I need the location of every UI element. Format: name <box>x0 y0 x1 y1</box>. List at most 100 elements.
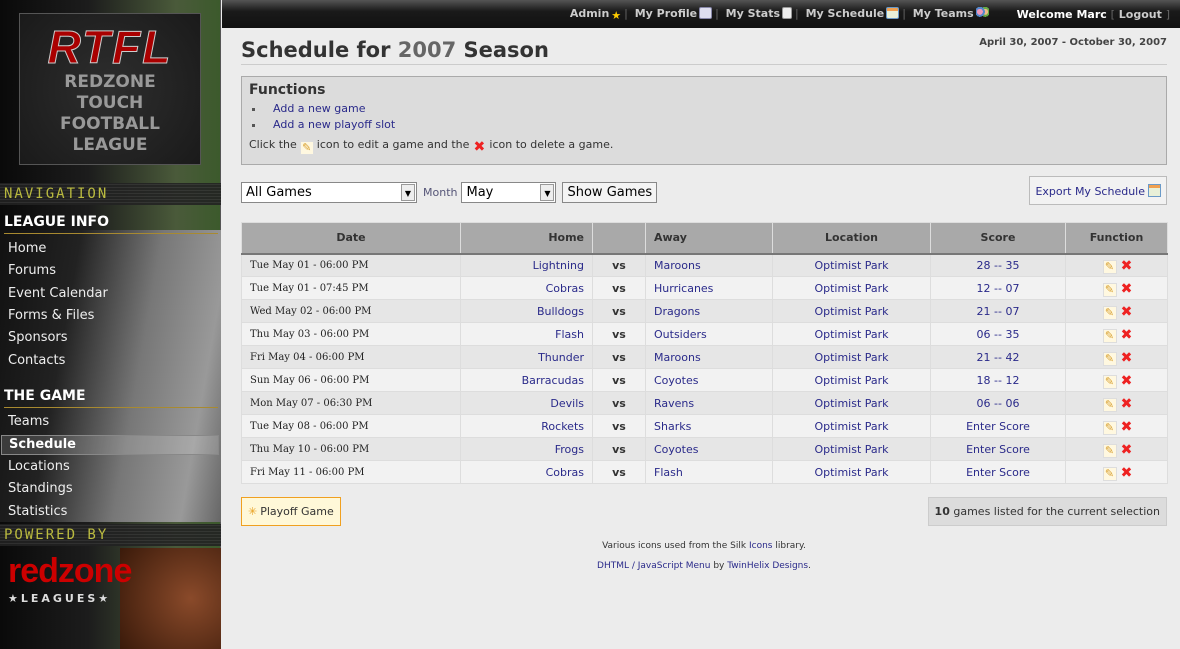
edit-game-icon[interactable]: ✎ <box>1102 282 1117 297</box>
location-link[interactable]: Optimist Park <box>814 327 889 341</box>
game-date: Tue May 08 - 06:00 PM <box>241 414 461 438</box>
sidebar-item-contacts[interactable]: Contacts <box>8 353 66 368</box>
away-team-link[interactable]: Dragons <box>654 304 701 318</box>
my-teams-link[interactable]: My Teams <box>912 7 974 20</box>
export-schedule-button[interactable]: Export My Schedule <box>1029 176 1167 205</box>
score-link[interactable]: Enter Score <box>966 442 1030 456</box>
sidebar-item-teams[interactable]: Teams <box>8 414 50 429</box>
score-link[interactable]: 21 -- 07 <box>976 304 1020 318</box>
home-team-link[interactable]: Bulldogs <box>536 304 584 318</box>
edit-game-icon[interactable]: ✎ <box>1102 466 1117 481</box>
bracket: ] <box>1165 7 1170 21</box>
home-team-link[interactable]: Thunder <box>538 350 584 364</box>
location-link[interactable]: Optimist Park <box>814 281 889 295</box>
score-link[interactable]: Enter Score <box>966 465 1030 479</box>
sidebar-item-sponsors[interactable]: Sponsors <box>8 330 68 345</box>
add-game-link[interactable]: Add a new game <box>273 102 366 115</box>
edit-game-icon[interactable]: ✎ <box>1102 328 1117 343</box>
delete-game-icon[interactable]: ✖ <box>1120 395 1133 412</box>
home-team-link[interactable]: Flash <box>555 327 584 341</box>
playoff-game-button[interactable]: ✳ Playoff Game <box>241 497 341 526</box>
away-team-link[interactable]: Maroons <box>654 258 701 272</box>
score-link[interactable]: 06 -- 35 <box>976 327 1020 341</box>
away-team-link[interactable]: Maroons <box>654 350 701 364</box>
table-row: Fri May 11 - 06:00 PM Cobras vs Flash Optimi… <box>241 460 1168 484</box>
dhtml-menu-link[interactable]: DHTML / JavaScript Menu <box>597 561 711 571</box>
location-link[interactable]: Optimist Park <box>814 442 889 456</box>
location-link[interactable]: Optimist Park <box>814 304 889 318</box>
delete-game-icon[interactable]: ✖ <box>1120 326 1133 343</box>
delete-game-icon[interactable]: ✖ <box>1120 464 1133 481</box>
location-link[interactable]: Optimist Park <box>814 396 889 410</box>
delete-game-icon[interactable]: ✖ <box>1120 418 1133 435</box>
score-link[interactable]: 18 -- 12 <box>976 373 1020 387</box>
my-stats-link[interactable]: My Stats <box>725 7 781 20</box>
my-schedule-link[interactable]: My Schedule <box>805 7 885 20</box>
logo-line: FOOTBALL <box>60 114 160 134</box>
home-team-link[interactable]: Lightning <box>532 258 584 272</box>
away-team-link[interactable]: Flash <box>654 465 683 479</box>
home-team-link[interactable]: Barracudas <box>521 373 584 387</box>
silk-icons-link[interactable]: Icons <box>748 541 773 551</box>
location-link[interactable]: Optimist Park <box>814 258 889 272</box>
away-team-link[interactable]: Ravens <box>654 396 695 410</box>
away-team-link[interactable]: Sharks <box>654 419 692 433</box>
sidebar-item-forums[interactable]: Forums <box>8 263 56 278</box>
asterisk-icon: ✳ <box>248 505 258 518</box>
vs-label: vs <box>592 345 646 369</box>
menu-credit: DHTML / JavaScript Menu by TwinHelix Des… <box>597 561 811 571</box>
delete-game-icon[interactable]: ✖ <box>1120 257 1133 274</box>
rtfl-logo[interactable]: RTFL REDZONE TOUCH FOOTBALL LEAGUE <box>19 13 201 165</box>
redzone-logo[interactable]: redzone <box>8 552 132 590</box>
score-link[interactable]: 21 -- 42 <box>976 350 1020 364</box>
delete-game-icon[interactable]: ✖ <box>1120 349 1133 366</box>
delete-game-icon[interactable]: ✖ <box>1120 372 1133 389</box>
sidebar-item-schedule[interactable]: Schedule <box>1 435 219 455</box>
score-link[interactable]: 06 -- 06 <box>976 396 1020 410</box>
away-team-link[interactable]: Coyotes <box>654 442 699 456</box>
edit-game-icon[interactable]: ✎ <box>1102 420 1117 435</box>
location-link[interactable]: Optimist Park <box>814 419 889 433</box>
icon-credit: Various icons used from the Silk Icons l… <box>241 540 1167 552</box>
add-playoff-slot-link[interactable]: Add a new playoff slot <box>273 118 396 131</box>
away-team-link[interactable]: Outsiders <box>654 327 707 341</box>
my-profile-link[interactable]: My Profile <box>634 7 698 20</box>
show-games-button[interactable]: Show Games <box>562 182 658 203</box>
edit-game-icon[interactable]: ✎ <box>1102 351 1117 366</box>
edit-game-icon[interactable]: ✎ <box>1102 374 1117 389</box>
edit-game-icon[interactable]: ✎ <box>1102 259 1117 274</box>
admin-link[interactable]: Admin <box>569 7 610 20</box>
sidebar-item-forms-files[interactable]: Forms & Files <box>8 308 95 323</box>
delete-game-icon[interactable]: ✖ <box>1120 303 1133 320</box>
location-link[interactable]: Optimist Park <box>814 350 889 364</box>
game-filter-select[interactable]: All Games ▼ <box>241 182 417 203</box>
twinhelix-link[interactable]: TwinHelix Designs <box>727 561 809 571</box>
sidebar-item-standings[interactable]: Standings <box>8 481 73 496</box>
edit-game-icon[interactable]: ✎ <box>1102 305 1117 320</box>
sidebar-item-event-calendar[interactable]: Event Calendar <box>8 286 108 301</box>
sidebar-item-statistics[interactable]: Statistics <box>8 504 68 519</box>
away-team-link[interactable]: Coyotes <box>654 373 699 387</box>
home-team-link[interactable]: Frogs <box>554 442 584 456</box>
logout-link[interactable]: Logout <box>1118 7 1162 21</box>
location-link[interactable]: Optimist Park <box>814 465 889 479</box>
home-team-link[interactable]: Cobras <box>545 465 584 479</box>
vs-label: vs <box>592 437 646 461</box>
score-link[interactable]: 12 -- 07 <box>976 281 1020 295</box>
score-link[interactable]: 28 -- 35 <box>976 258 1020 272</box>
game-date: Tue May 01 - 07:45 PM <box>241 276 461 300</box>
home-team-link[interactable]: Devils <box>550 396 584 410</box>
away-team-link[interactable]: Hurricanes <box>654 281 714 295</box>
sidebar-item-locations[interactable]: Locations <box>8 459 70 474</box>
navigation-header: NAVIGATION <box>0 183 221 205</box>
location-link[interactable]: Optimist Park <box>814 373 889 387</box>
delete-game-icon[interactable]: ✖ <box>1120 441 1133 458</box>
score-link[interactable]: Enter Score <box>966 419 1030 433</box>
month-select[interactable]: May ▼ <box>461 182 557 203</box>
edit-game-icon[interactable]: ✎ <box>1102 443 1117 458</box>
home-team-link[interactable]: Cobras <box>545 281 584 295</box>
delete-game-icon[interactable]: ✖ <box>1120 280 1133 297</box>
edit-game-icon[interactable]: ✎ <box>1102 397 1117 412</box>
home-team-link[interactable]: Rockets <box>541 419 584 433</box>
sidebar-item-home[interactable]: Home <box>8 241 47 256</box>
